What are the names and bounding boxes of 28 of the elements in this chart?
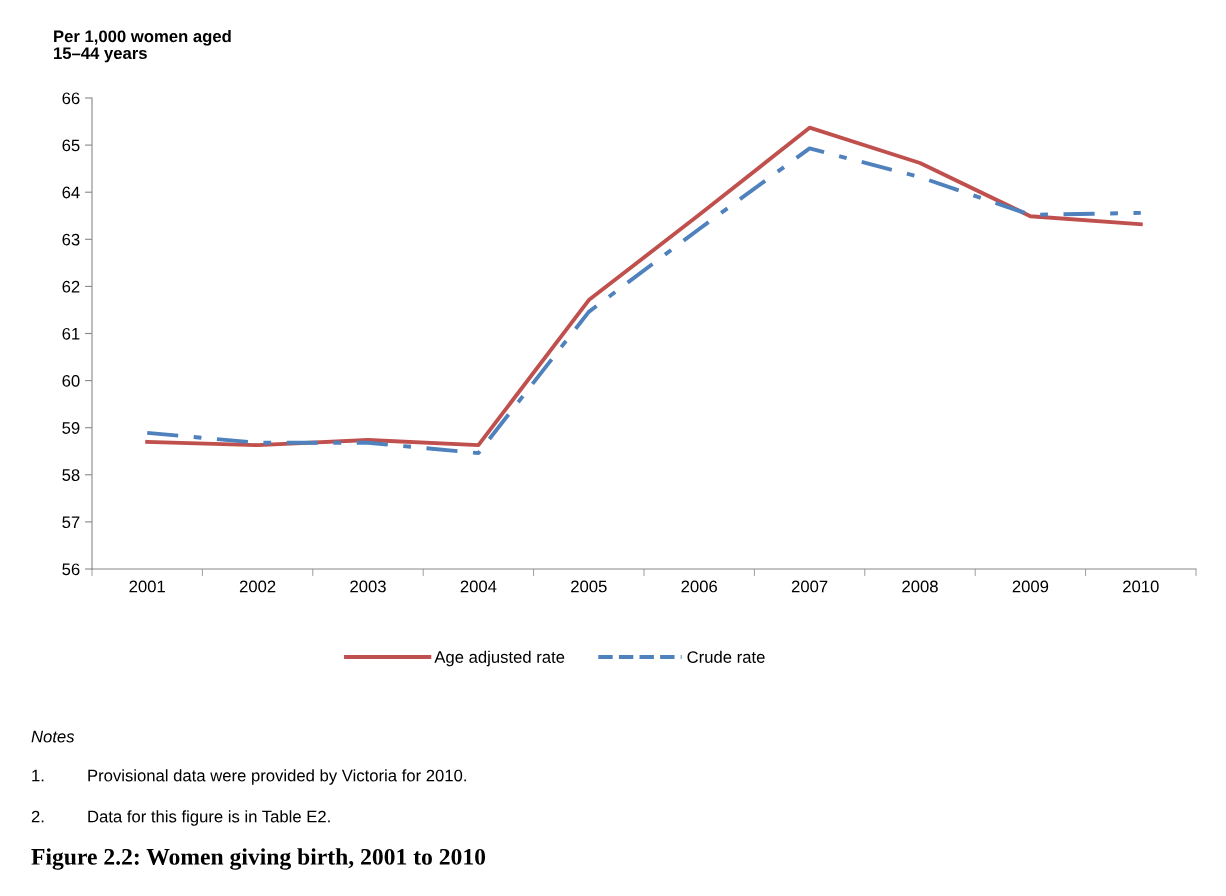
y-tick-label: 60 <box>62 375 80 387</box>
y-tick-label: 64 <box>62 186 80 199</box>
x-tick-label: 2006 <box>681 580 718 593</box>
y-tick-label: 65 <box>62 139 80 152</box>
y-tick-label: 66 <box>62 92 80 105</box>
text: 1. Provisional data were provided by Victoria for 2010. <box>32 769 466 785</box>
x-tick-label: 2007 <box>791 580 828 593</box>
y-tick-label: 63 <box>62 233 80 246</box>
x-tick-label: 2002 <box>239 580 276 593</box>
text: 2. Data for this figure is in Table E2. <box>31 810 330 826</box>
y-tick-label: 61 <box>62 327 80 340</box>
y-tick-label: 57 <box>62 516 80 529</box>
x-tick-label: 2005 <box>571 580 607 593</box>
x-tick-label: 2001 <box>129 580 165 593</box>
y-tick-label: 58 <box>62 469 80 481</box>
x-tick-label: 2010 <box>1123 580 1159 593</box>
y-tick-label: 62 <box>62 280 80 293</box>
text: Notes <box>31 730 75 743</box>
legend-label: Crude rate <box>687 650 765 663</box>
y-tick-label: 56 <box>62 563 80 576</box>
x-tick-label: 2009 <box>1012 580 1049 593</box>
y-tick-label: 59 <box>62 422 80 434</box>
legend-label: Age adjusted rate <box>434 650 565 667</box>
x-tick-label: 2008 <box>902 580 938 593</box>
x-tick-label: 2003 <box>350 580 386 593</box>
y-axis-title: Per 1,000 women aged 15–44 years <box>54 30 231 63</box>
text: Figure 2.2: Women giving birth, 2001 to 2010 <box>31 848 486 870</box>
x-tick-label: 2004 <box>460 580 497 593</box>
